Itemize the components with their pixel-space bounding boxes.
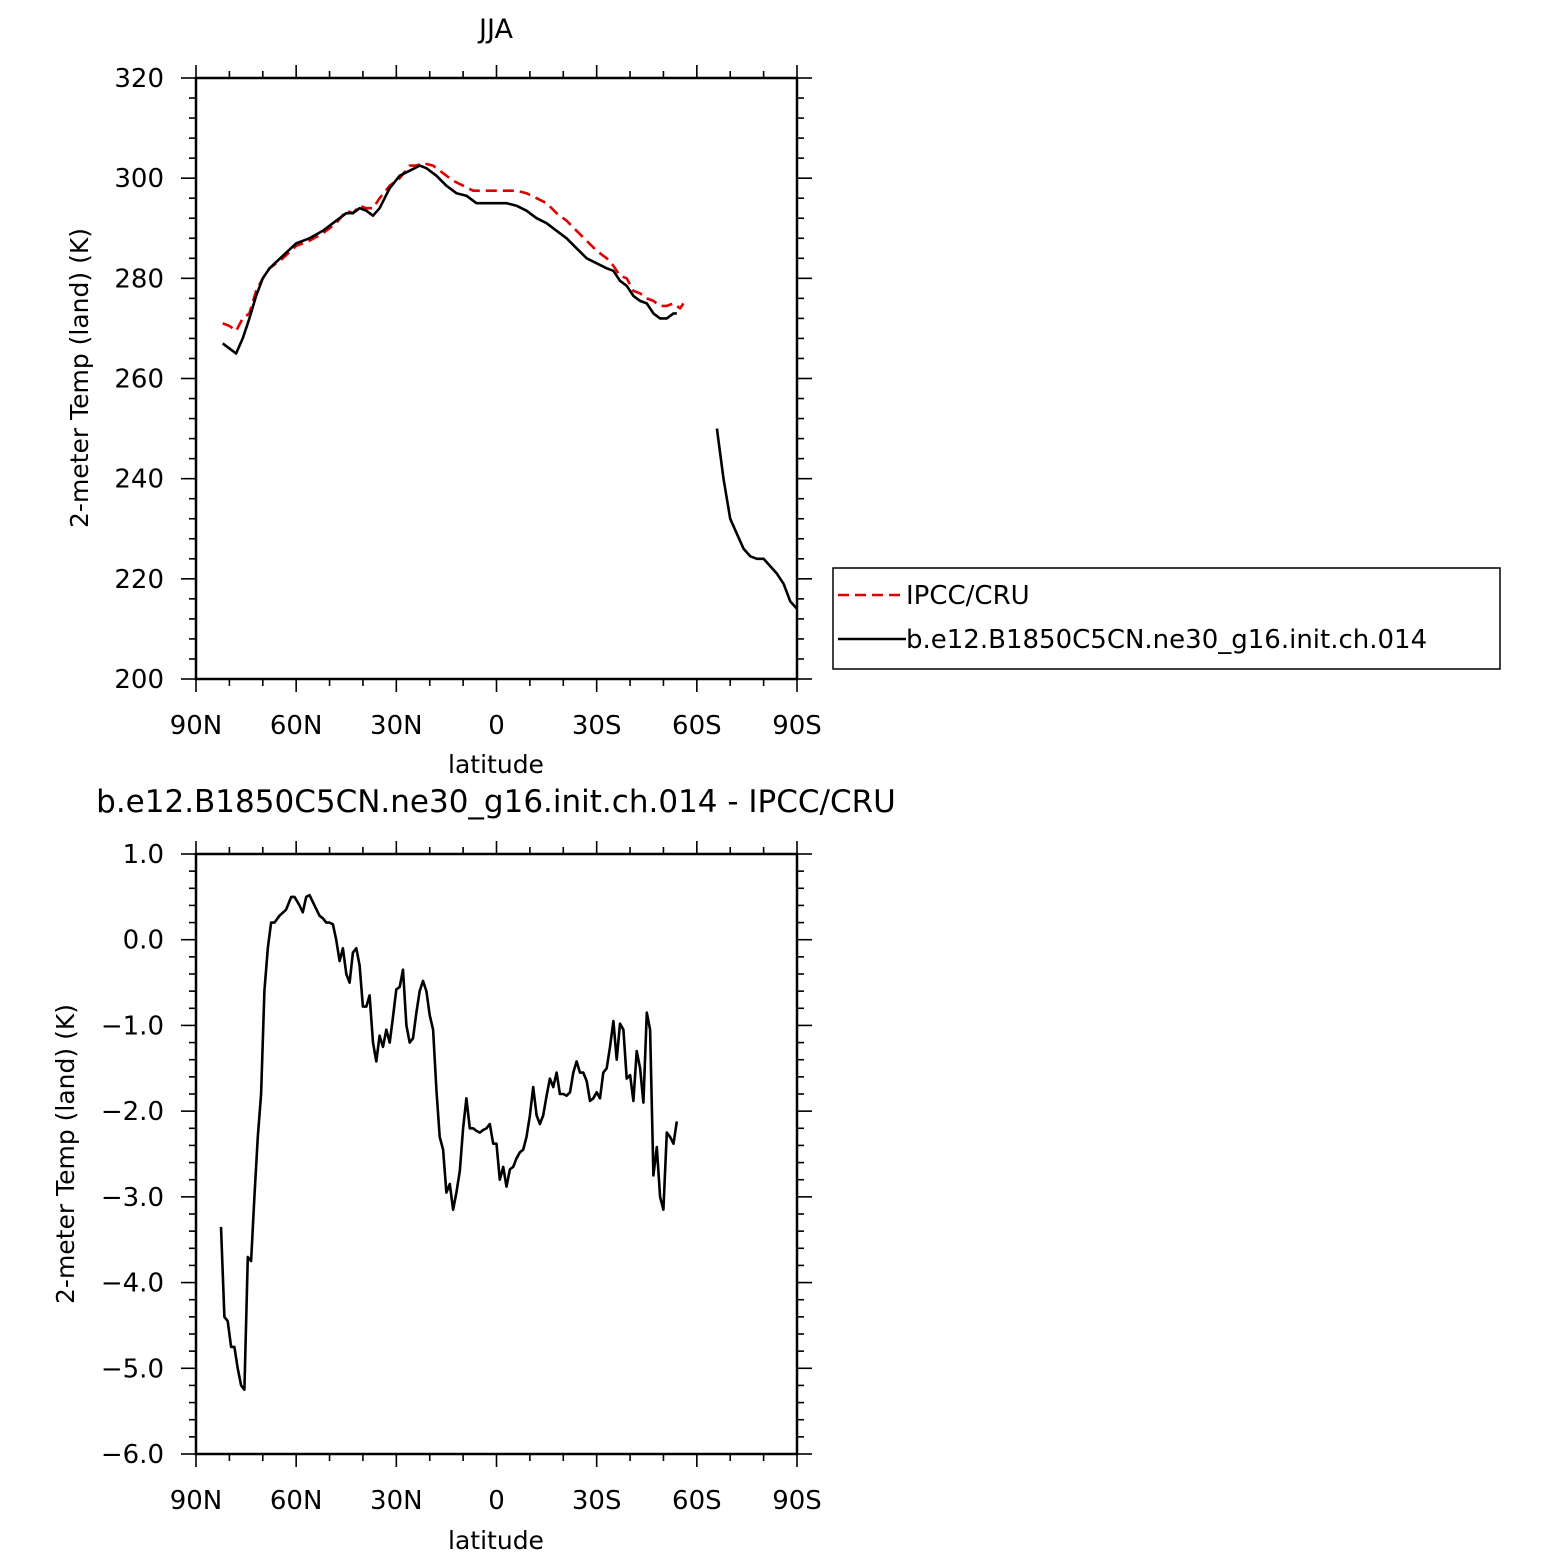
bottom-y-tick-label: 0.0 [123,926,164,956]
top-x-tick-label: 30N [370,711,423,741]
top-x-tick-label: 90N [170,711,223,741]
bottom-y-tick-label: 1.0 [123,840,164,870]
top-ticks: 200 220 240 260 280 300 320 90N 60N 30N 0 30S 60S 90S [114,64,821,741]
legend-label-model: b.e12.B1850C5CN.ne30_g16.init.ch.014 [906,625,1427,655]
legend-label-ipcc-cru: IPCC/CRU [906,581,1030,611]
legend-box [832,567,1501,670]
top-series-line-1 [221,164,798,610]
top-x-tick-label: 60N [270,711,323,741]
bottom-y-tick-label: −1.0 [101,1011,164,1041]
top-y-tick-label: 300 [114,164,164,194]
bottom-x-tick-label: 30N [370,1486,423,1516]
top-x-tick-label: 0 [488,711,505,741]
bottom-x-tick-label: 30S [572,1486,622,1516]
bottom-chart-title: b.e12.B1850C5CN.ne30_g16.init.ch.014 - I… [96,784,896,820]
bottom-y-tick-label: −2.0 [101,1097,164,1127]
bottom-x-tick-label: 60S [672,1486,722,1516]
bottom-y-tick-label: −6.0 [101,1440,164,1470]
bottom-series-group [219,893,679,1391]
top-y-tick-label: 280 [114,264,164,294]
top-x-tick-label: 60S [672,711,722,741]
bottom-x-tick-label: 90S [772,1486,822,1516]
bottom-x-tick-label: 0 [488,1486,505,1516]
bottom-plot-frame [194,852,799,1456]
bottom-series-line-0 [219,893,679,1391]
legend: IPCC/CRU b.e12.B1850C5CN.ne30_g16.init.c… [832,567,1501,670]
top-series-line-0 [222,161,685,333]
top-y-tick-label: 320 [114,64,164,94]
bottom-x-tick-label: 60N [270,1486,323,1516]
top-y-tick-label: 220 [114,565,164,595]
top-x-axis-label: latitude [448,750,544,779]
bottom-x-tick-label: 90N [170,1486,223,1516]
top-x-tick-label: 30S [572,711,622,741]
bottom-y-tick-label: −5.0 [101,1354,164,1384]
bottom-y-tick-label: −3.0 [101,1183,164,1213]
top-y-tick-label: 200 [114,665,164,695]
top-y-tick-label: 260 [114,365,164,395]
bottom-x-axis-label: latitude [448,1526,544,1555]
bottom-y-axis-label: 2-meter Temp (land) (K) [51,1004,80,1304]
bottom-panel: b.e12.B1850C5CN.ne30_g16.init.ch.014 - I… [51,784,896,1555]
top-x-tick-label: 90S [772,711,822,741]
top-y-tick-label: 240 [114,465,164,495]
bottom-y-tick-label: −4.0 [101,1269,164,1299]
top-series-group [221,161,798,610]
top-y-axis-label: 2-meter Temp (land) (K) [65,228,94,528]
top-chart-title: JJA [477,14,513,45]
top-plot-frame [194,76,799,681]
top-panel: JJA 2-meter Temp (land) (K) latitude 200… [65,14,822,779]
